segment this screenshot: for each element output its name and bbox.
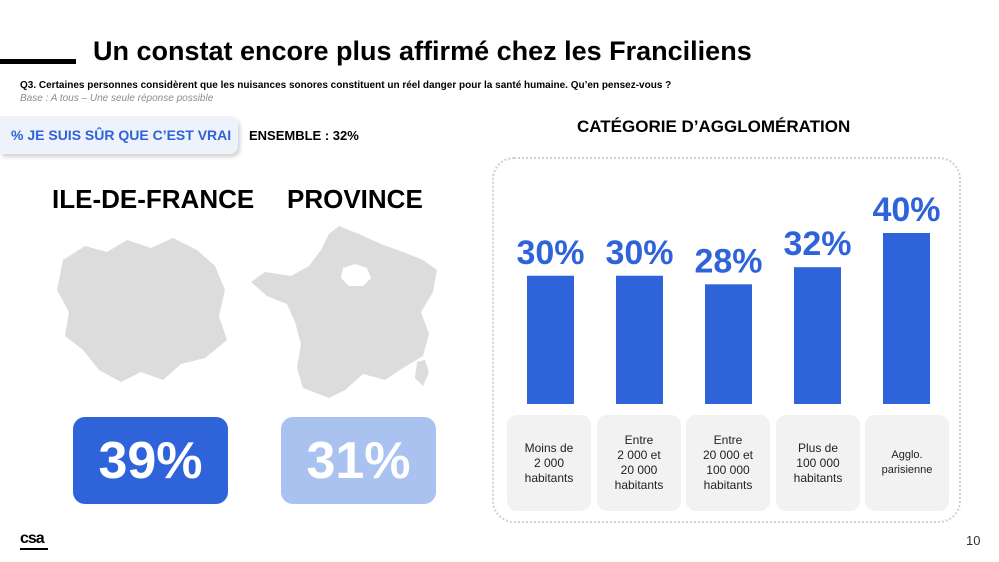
title-accent-bar: [0, 59, 76, 64]
indicator-label: % JE SUIS SÛR QUE C’EST VRAI: [0, 116, 238, 154]
region-label-idf: ILE-DE-FRANCE: [52, 184, 255, 214]
category-label-4: Plus de 100 000 habitants: [776, 415, 860, 511]
bar-value-label-1: 30%: [516, 234, 584, 272]
bar-2: [616, 275, 663, 404]
csa-logo: csa: [20, 530, 45, 547]
idf-score: 39%: [73, 417, 228, 504]
category-label-3: Entre 20 000 et 100 000 habitants: [686, 415, 770, 511]
france-map-icon: [251, 226, 437, 398]
bar-value-label-4: 32%: [783, 225, 851, 263]
category-label-1: Moins de 2 000 habitants: [507, 415, 591, 511]
ensemble-value: ENSEMBLE : 32%: [249, 128, 359, 143]
bar-1: [527, 275, 574, 404]
page-title: Un constat encore plus affirmé chez les …: [93, 36, 752, 66]
base-note: Base : A tous – Une seule réponse possib…: [20, 93, 214, 104]
province-score: 31%: [281, 417, 436, 504]
region-label-province: PROVINCE: [287, 184, 423, 214]
bar-5: [883, 233, 930, 404]
page-number: 10: [966, 533, 981, 548]
bar-3: [705, 284, 752, 404]
logo-underline: [20, 548, 48, 550]
ile-de-france-map-icon: [57, 238, 227, 382]
category-label-5: Agglo. parisienne: [865, 415, 949, 511]
bar-value-label-2: 30%: [605, 234, 673, 272]
category-label-2: Entre 2 000 et 20 000 habitants: [597, 415, 681, 511]
bar-value-label-3: 28%: [694, 242, 762, 280]
chart-title: CATÉGORIE D’AGGLOMÉRATION: [577, 117, 851, 136]
province-score-value: 31%: [306, 431, 411, 490]
idf-score-value: 39%: [98, 431, 203, 490]
bar-4: [794, 267, 841, 404]
chart-panel: [492, 157, 961, 523]
bar-value-label-5: 40%: [872, 191, 940, 229]
question-text: Q3. Certaines personnes considèrent que …: [20, 80, 672, 91]
